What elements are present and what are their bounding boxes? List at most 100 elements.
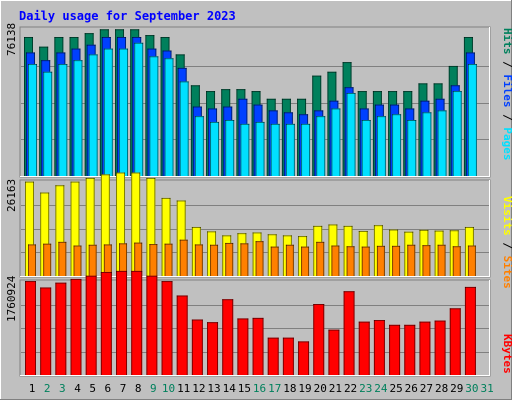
- legend-files: Files: [501, 74, 512, 107]
- x-label-day-22: 22: [344, 382, 357, 395]
- x-label-day-2: 2: [44, 382, 51, 395]
- bar-sites-day-14: [225, 242, 234, 276]
- bar-pages-day-4: [73, 60, 83, 176]
- bar-sites-day-28: [437, 244, 446, 276]
- bar-sites-day-22: [346, 246, 355, 276]
- bar-sites-day-10: [164, 243, 173, 276]
- bar-pages-day-6: [103, 48, 113, 176]
- bar-sites-day-7: [119, 243, 128, 276]
- bar-kbytes-day-10: [161, 281, 173, 375]
- x-label-day-7: 7: [120, 382, 127, 395]
- bar-sites-day-1: [28, 244, 36, 276]
- bar-sites-day-25: [392, 245, 401, 276]
- bar-kbytes-day-3: [55, 282, 67, 375]
- bar-pages-day-23: [361, 120, 371, 176]
- bar-pages-day-11: [179, 81, 189, 176]
- x-label-day-9: 9: [150, 382, 157, 395]
- bar-kbytes-day-7: [116, 270, 128, 375]
- bar-sites-day-15: [240, 243, 249, 276]
- bar-pages-day-27: [422, 112, 432, 176]
- legend-middle: Visits / Sites: [501, 196, 512, 289]
- bar-pages-day-22: [346, 92, 356, 176]
- bar-kbytes-day-9: [146, 275, 158, 375]
- bar-sites-day-20: [316, 241, 325, 276]
- bar-kbytes-day-13: [207, 322, 219, 375]
- bar-pages-day-7: [119, 48, 129, 176]
- middle-max-label: 26163: [5, 179, 18, 212]
- bar-sites-day-27: [422, 245, 431, 276]
- bar-pages-day-19: [301, 123, 311, 176]
- visits-sites-bars: [25, 172, 476, 276]
- bottom-max-label: 1760924: [5, 275, 18, 322]
- x-label-day-15: 15: [238, 382, 251, 395]
- bar-pages-day-20: [316, 116, 326, 176]
- bar-kbytes-day-24: [373, 320, 385, 375]
- x-label-day-21: 21: [329, 382, 342, 395]
- bar-pages-day-18: [285, 123, 295, 176]
- bar-kbytes-day-27: [419, 321, 431, 375]
- bar-kbytes-day-5: [85, 275, 97, 375]
- bar-sites-day-24: [376, 245, 385, 276]
- bar-pages-day-12: [194, 116, 204, 176]
- bar-sites-day-17: [270, 246, 279, 276]
- bar-kbytes-day-29: [449, 308, 461, 375]
- bar-pages-day-30: [467, 64, 477, 176]
- bar-sites-day-3: [58, 241, 67, 276]
- bar-sites-day-12: [194, 244, 203, 276]
- bar-sites-day-13: [210, 244, 219, 276]
- bar-pages-day-3: [58, 64, 68, 176]
- x-label-day-29: 29: [450, 382, 463, 395]
- bar-sites-day-23: [361, 246, 370, 276]
- bar-sites-day-11: [179, 239, 188, 276]
- bar-sites-day-29: [452, 246, 461, 276]
- bar-pages-day-13: [210, 121, 220, 176]
- bar-sites-day-26: [407, 244, 416, 276]
- x-label-day-19: 19: [298, 382, 311, 395]
- bar-sites-day-18: [285, 244, 294, 276]
- x-label-day-23: 23: [359, 382, 372, 395]
- x-label-day-3: 3: [59, 382, 66, 395]
- bar-sites-day-9: [149, 244, 158, 276]
- bar-sites-day-2: [43, 243, 52, 276]
- x-label-day-8: 8: [135, 382, 142, 395]
- chart-title: Daily usage for September 2023: [19, 9, 236, 23]
- bar-kbytes-day-21: [328, 329, 340, 375]
- x-label-day-14: 14: [223, 382, 237, 395]
- x-axis-labels: 1 2 3 4 5 6 7 8 9 10 11 12 13 14 15 16 17 18 19 20 21 22 23 24 2…: [29, 382, 494, 395]
- bar-kbytes-day-30: [464, 286, 476, 375]
- x-label-day-13: 13: [207, 382, 220, 395]
- bar-sites-day-16: [255, 241, 264, 276]
- x-label-day-24: 24: [374, 382, 388, 395]
- x-label-day-6: 6: [105, 382, 112, 395]
- bar-kbytes-day-28: [434, 320, 446, 375]
- bar-kbytes-day-8: [131, 270, 143, 375]
- x-label-day-18: 18: [283, 382, 296, 395]
- bar-kbytes-day-18: [282, 337, 294, 375]
- bar-pages-day-21: [331, 108, 341, 176]
- bar-kbytes-day-17: [267, 337, 279, 375]
- bar-pages-day-24: [376, 116, 386, 176]
- legend-hits: Hits: [501, 28, 512, 55]
- bar-pages-day-15: [240, 123, 250, 176]
- x-label-day-28: 28: [435, 382, 448, 395]
- bar-kbytes-day-26: [404, 324, 416, 375]
- bar-sites-day-21: [331, 245, 340, 276]
- bar-kbytes-day-12: [191, 319, 203, 375]
- bar-sites-day-8: [134, 242, 143, 276]
- bar-sites-day-6: [103, 244, 112, 276]
- bar-kbytes-day-15: [237, 318, 249, 375]
- bar-kbytes-day-16: [252, 317, 264, 375]
- bar-kbytes-day-22: [343, 291, 355, 375]
- bar-pages-day-25: [392, 114, 402, 176]
- x-label-day-17: 17: [268, 382, 281, 395]
- x-label-day-25: 25: [389, 382, 402, 395]
- bar-kbytes-day-20: [313, 304, 325, 375]
- kbytes-bars: [25, 270, 476, 375]
- bar-kbytes-day-23: [358, 321, 370, 375]
- bar-pages-day-14: [225, 120, 235, 176]
- bar-sites-day-30: [467, 245, 476, 276]
- x-label-day-10: 10: [162, 382, 175, 395]
- legend-kbytes: KBytes: [501, 334, 512, 374]
- bar-sites-day-5: [88, 244, 97, 276]
